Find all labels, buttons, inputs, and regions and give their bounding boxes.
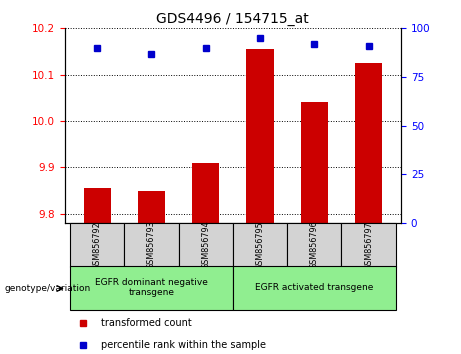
Text: percentile rank within the sample: percentile rank within the sample [101, 339, 266, 350]
Bar [233, 223, 287, 267]
Text: GSM856793: GSM856793 [147, 221, 156, 269]
Text: genotype/variation: genotype/variation [5, 284, 91, 293]
Text: EGFR activated transgene: EGFR activated transgene [255, 283, 373, 292]
Bar [138, 192, 165, 223]
Bar [83, 188, 111, 223]
Text: transformed count: transformed count [101, 318, 192, 329]
Text: GSM856792: GSM856792 [93, 221, 101, 269]
Text: GSM856797: GSM856797 [364, 221, 373, 269]
Bar [233, 266, 396, 310]
Bar [355, 63, 382, 223]
Title: GDS4496 / 154715_at: GDS4496 / 154715_at [156, 12, 309, 26]
Bar [70, 266, 233, 310]
Text: GSM856796: GSM856796 [310, 221, 319, 269]
Bar [192, 163, 219, 223]
Bar [70, 223, 124, 267]
Bar [301, 103, 328, 223]
Text: GSM856795: GSM856795 [255, 221, 265, 269]
Bar [341, 223, 396, 267]
Bar [246, 49, 273, 223]
Text: EGFR dominant negative
transgene: EGFR dominant negative transgene [95, 278, 208, 297]
Bar [178, 223, 233, 267]
Bar [287, 223, 341, 267]
Text: GSM856794: GSM856794 [201, 221, 210, 269]
Bar [124, 223, 178, 267]
